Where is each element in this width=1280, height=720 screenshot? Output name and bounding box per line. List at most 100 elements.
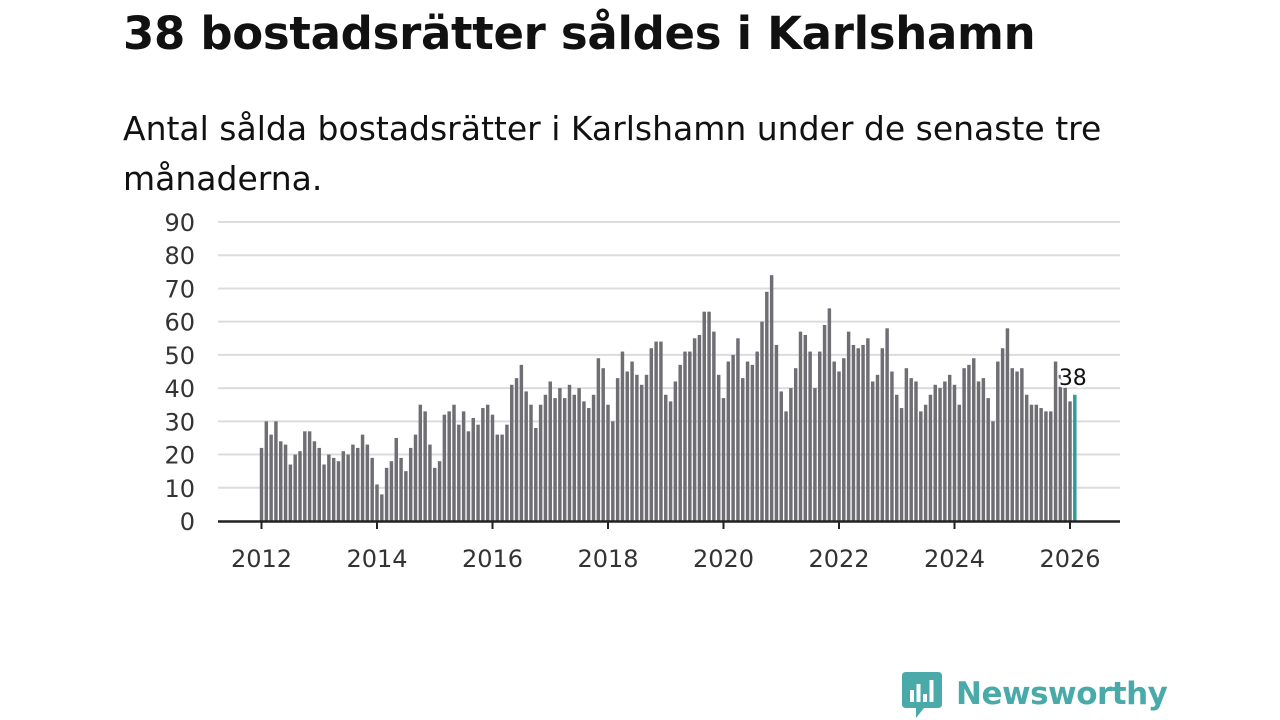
bar [384, 467, 389, 521]
bar [534, 427, 538, 521]
bar [996, 361, 1000, 521]
x-axis-ticks: 2012 2014 2016 2018 2020 2022 2024 2026 [231, 521, 1101, 573]
bar [269, 434, 273, 521]
bar [582, 401, 586, 521]
bar [885, 328, 889, 521]
bar [678, 364, 682, 521]
bar [433, 467, 437, 521]
bar [914, 381, 918, 521]
bar [418, 404, 423, 521]
bar [548, 381, 552, 521]
bar [611, 421, 615, 521]
bar [625, 371, 629, 521]
bar [322, 464, 326, 521]
x-tick-label: 2024 [924, 545, 985, 573]
bar [856, 348, 860, 521]
newsworthy-brand: Newsworthy [902, 668, 1168, 720]
bar [457, 424, 461, 521]
bar [861, 344, 865, 521]
bar [601, 368, 605, 521]
bar [288, 464, 293, 521]
bar [394, 437, 398, 521]
bar [408, 447, 413, 521]
bar [630, 361, 634, 521]
bar [818, 351, 822, 521]
chart-title: 38 bostadsrätter såldes i Karlshamn [123, 7, 1036, 60]
x-tick-label: 2026 [1039, 545, 1100, 573]
bar [962, 368, 966, 521]
bar [765, 291, 769, 521]
y-tick-label: 90 [164, 209, 195, 237]
bar [553, 398, 557, 521]
bar [514, 378, 519, 521]
bar [976, 381, 981, 521]
bar [890, 371, 894, 521]
bar [336, 461, 341, 521]
bar [437, 461, 442, 521]
bar [741, 378, 745, 521]
bar [784, 411, 788, 521]
y-axis-ticks: 0 10 20 30 40 50 60 70 80 90 [164, 209, 195, 536]
bar [481, 408, 485, 521]
bar [837, 371, 841, 521]
y-tick-label: 60 [164, 309, 195, 337]
bar [312, 441, 317, 521]
bar [500, 434, 504, 521]
bar [404, 471, 408, 521]
bar [707, 311, 711, 521]
bar [596, 358, 601, 521]
bar [659, 341, 663, 521]
bar [875, 374, 880, 521]
bar [259, 447, 264, 521]
bar [731, 354, 735, 521]
bar [793, 368, 798, 521]
bar-chart: 0 10 20 30 40 50 60 70 80 90 2012 2014 2016 2018 2020… [164, 209, 1120, 573]
bar [798, 331, 803, 521]
bar [572, 394, 577, 521]
bar [317, 447, 321, 521]
bar [356, 447, 360, 521]
bar [375, 484, 379, 521]
bar [591, 394, 596, 521]
bar [1024, 394, 1029, 521]
bar [428, 444, 432, 521]
bar [846, 331, 851, 521]
bar [1015, 371, 1019, 521]
bar [389, 461, 394, 521]
bar [895, 394, 899, 521]
bar [697, 334, 702, 521]
bar [639, 384, 644, 521]
y-tick-label: 0 [180, 508, 195, 536]
bar [736, 338, 740, 521]
y-tick-label: 70 [164, 275, 195, 303]
bar [1034, 404, 1039, 521]
bar [1000, 348, 1005, 521]
bar [991, 421, 995, 521]
bar [981, 378, 986, 521]
bar [558, 388, 562, 521]
y-tick-label: 40 [164, 375, 195, 403]
bar [562, 398, 567, 521]
bar [904, 368, 909, 521]
bar [620, 351, 625, 521]
bar [442, 414, 447, 521]
bar [716, 374, 721, 521]
bar [827, 308, 832, 521]
bar [476, 424, 480, 521]
bar [813, 388, 817, 521]
bar [779, 391, 783, 521]
bar [341, 451, 346, 521]
bar [505, 424, 509, 521]
bar [769, 275, 774, 521]
bar [524, 391, 528, 521]
x-tick-label: 2012 [231, 545, 292, 573]
bar [1058, 374, 1063, 521]
bar [745, 361, 750, 521]
bar [303, 431, 307, 521]
bar [331, 457, 336, 521]
bar [755, 351, 759, 521]
bar [702, 311, 706, 521]
bar [644, 374, 649, 521]
bar [957, 404, 962, 521]
bar [789, 388, 793, 521]
